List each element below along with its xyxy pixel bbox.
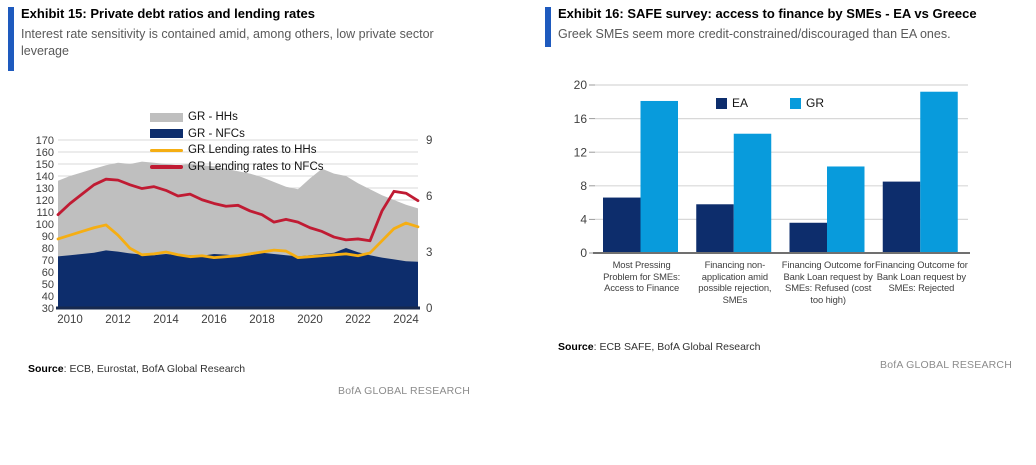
svg-text:80: 80 bbox=[42, 243, 54, 255]
legend-swatch-gr-hhs bbox=[150, 112, 183, 122]
category-label-1: Financing non-application amid possible … bbox=[698, 259, 772, 305]
bar-ea-0 bbox=[603, 197, 641, 253]
legend-swatch-gr bbox=[790, 97, 802, 109]
svg-text:2020: 2020 bbox=[297, 314, 323, 326]
left-exhibit-title: Exhibit 15: Private debt ratios and lend… bbox=[21, 6, 316, 21]
legend-swatch-gr-nfcs bbox=[150, 129, 183, 139]
svg-text:2022: 2022 bbox=[345, 314, 371, 326]
bar-ea-1 bbox=[696, 204, 734, 253]
legend-label: GR - HHs bbox=[188, 111, 238, 124]
legend-item-gr-lending-rates-to-hhs: GR Lending rates to HHs bbox=[150, 142, 324, 159]
svg-text:2018: 2018 bbox=[249, 314, 275, 326]
svg-text:90: 90 bbox=[42, 231, 54, 243]
svg-text:30: 30 bbox=[42, 303, 54, 315]
left-source-text: : ECB, Eurostat, BofA Global Research bbox=[63, 363, 246, 375]
bar-ea-2 bbox=[789, 222, 827, 253]
right-chart-axis-labels: 0 4 8 12 16 20 bbox=[574, 78, 595, 260]
svg-text:2024: 2024 bbox=[393, 314, 419, 326]
right-brand-text: BofA GLOBAL RESEARCH bbox=[880, 359, 1012, 371]
svg-text:50: 50 bbox=[42, 279, 54, 291]
left-exhibit-subtitle: Interest rate sensitivity is contained a… bbox=[21, 27, 434, 58]
legend-label: GR Lending rates to HHs bbox=[188, 144, 317, 157]
svg-text:20: 20 bbox=[574, 78, 588, 92]
safe-survey-chart: 0 4 8 12 16 20 bbox=[574, 78, 970, 260]
svg-text:2010: 2010 bbox=[57, 314, 83, 326]
legend-item-gr-lending-rates-to-nfcs: GR Lending rates to NFCs bbox=[150, 159, 324, 176]
line-gr-lending-rates-to-nfcs bbox=[56, 177, 420, 243]
legend-label: GR bbox=[806, 96, 825, 110]
category-label-3: Financing Outcome for Bank Loan request … bbox=[875, 259, 968, 294]
legend-label: GR Lending rates to NFCs bbox=[188, 160, 324, 173]
svg-text:12: 12 bbox=[574, 145, 588, 159]
svg-text:130: 130 bbox=[36, 183, 54, 195]
svg-text:120: 120 bbox=[36, 195, 54, 207]
svg-text:4: 4 bbox=[580, 213, 587, 227]
right-chart-bars bbox=[603, 91, 958, 254]
safe-survey-category-labels: Most Pressing Problem for SMEs: Access t… bbox=[595, 259, 968, 306]
svg-text:3: 3 bbox=[426, 247, 432, 259]
svg-text:40: 40 bbox=[42, 291, 54, 303]
svg-text:70: 70 bbox=[42, 255, 54, 267]
svg-text:170: 170 bbox=[36, 135, 54, 147]
legend-item-gr: GR bbox=[790, 96, 824, 110]
legend-item-gr-hhs: GR - HHs bbox=[150, 109, 324, 126]
svg-text:100: 100 bbox=[36, 219, 54, 231]
svg-text:2016: 2016 bbox=[201, 314, 227, 326]
area-gr-nfcs bbox=[58, 248, 418, 308]
right-exhibit-accent-bar bbox=[545, 7, 551, 47]
left-source-label: Source bbox=[28, 363, 64, 375]
svg-text:110: 110 bbox=[36, 207, 54, 219]
right-source-line: Source: ECB SAFE, BofA Global Research bbox=[558, 341, 761, 353]
left-source-line: Source: ECB, Eurostat, BofA Global Resea… bbox=[28, 363, 245, 375]
svg-text:0: 0 bbox=[426, 303, 432, 315]
legend-item-ea: EA bbox=[716, 96, 748, 110]
left-exhibit-accent-bar bbox=[8, 7, 14, 71]
right-exhibit-subtitle: Greek SMEs seem more credit-constrained/… bbox=[558, 27, 951, 41]
legend-swatch-gr-lending-rates-to-nfcs bbox=[150, 165, 183, 169]
right-source-text: : ECB SAFE, BofA Global Research bbox=[593, 341, 761, 353]
legend-label: EA bbox=[732, 96, 749, 110]
bar-gr-1 bbox=[733, 133, 772, 253]
left-chart-areas bbox=[58, 161, 418, 308]
svg-text:6: 6 bbox=[426, 191, 432, 203]
line-gr-lending-rates-to-hhs bbox=[56, 221, 420, 260]
bar-gr-3 bbox=[920, 91, 958, 253]
private-debt-chart-legend: GR - HHs GR - NFCs GR Lending rates to HHs… bbox=[150, 109, 324, 175]
category-label-2: Financing Outcome for Bank Loan request … bbox=[781, 259, 875, 305]
svg-text:8: 8 bbox=[580, 179, 587, 193]
bar-gr-2 bbox=[827, 166, 865, 253]
legend-swatch-ea bbox=[716, 97, 727, 109]
legend-item-gr-nfcs: GR - NFCs bbox=[150, 126, 324, 143]
svg-text:160: 160 bbox=[36, 147, 54, 159]
svg-text:140: 140 bbox=[36, 171, 54, 183]
bar-ea-3 bbox=[882, 181, 921, 253]
svg-text:60: 60 bbox=[42, 267, 54, 279]
bar-gr-0 bbox=[640, 100, 678, 254]
left-chart-lines bbox=[56, 177, 420, 260]
svg-text:2014: 2014 bbox=[153, 314, 179, 326]
right-exhibit-title: Exhibit 16: SAFE survey: access to finan… bbox=[558, 6, 977, 21]
left-brand-text: BofA GLOBAL RESEARCH bbox=[338, 385, 470, 397]
svg-text:16: 16 bbox=[574, 112, 588, 126]
legend-label: GR - NFCs bbox=[188, 127, 245, 140]
legend-swatch-gr-lending-rates-to-hhs bbox=[150, 148, 183, 152]
svg-text:9: 9 bbox=[426, 135, 432, 147]
category-label-0: Most Pressing Problem for SMEs: Access t… bbox=[603, 259, 681, 294]
right-source-label: Source bbox=[558, 341, 594, 353]
svg-text:2012: 2012 bbox=[105, 314, 131, 326]
svg-text:150: 150 bbox=[36, 159, 54, 171]
svg-text:0: 0 bbox=[580, 246, 587, 260]
safe-survey-chart-legend: EA GR bbox=[716, 96, 824, 110]
